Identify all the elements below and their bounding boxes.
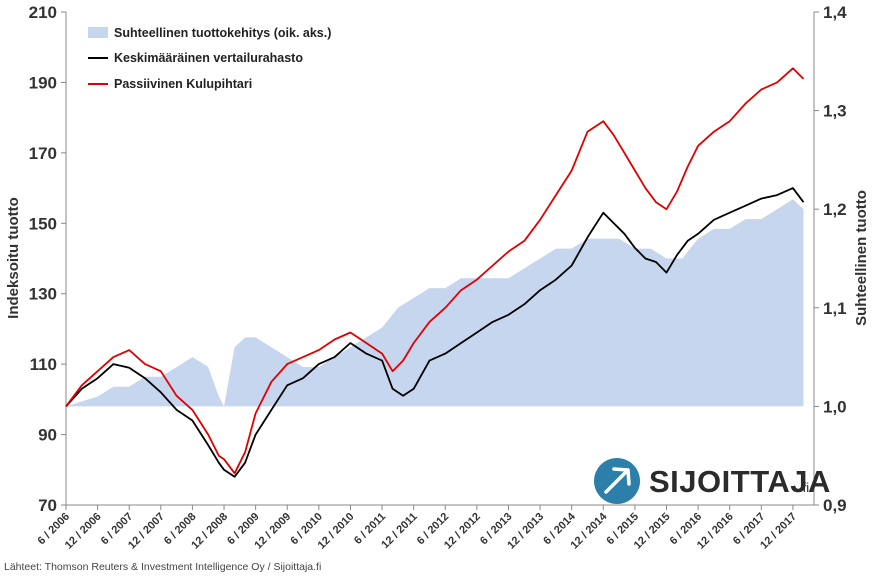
y-right-tick-label: 1,0 — [823, 397, 847, 416]
legend: Suhteellinen tuottokehitys (oik. aks.) K… — [88, 26, 331, 91]
y-right-tick-label: 1,3 — [823, 102, 847, 121]
sijoittaja-logo: SIJOITTAJA .fi — [594, 458, 831, 504]
series-area-relative — [66, 199, 804, 407]
y-right-tick-label: 1,1 — [823, 299, 847, 318]
logo-arrow-icon — [604, 469, 629, 494]
logo-suffix: .fi — [799, 480, 809, 495]
y-left-tick-label: 190 — [29, 73, 57, 92]
series-line-red — [65, 67, 805, 475]
y-left-tick-label: 90 — [38, 426, 57, 445]
legend-label-black: Keskimääräinen vertailurahasto — [114, 51, 303, 65]
legend-label-red: Passiivinen Kulupihtari — [114, 77, 252, 91]
y-left-tick-label: 70 — [38, 496, 57, 515]
y-right-tick-label: 1,4 — [823, 3, 847, 22]
source-text: Lähteet: Thomson Reuters & Investment In… — [4, 561, 321, 573]
y-left-tick-label: 110 — [30, 355, 57, 374]
y-left-tick-label: 210 — [29, 3, 57, 22]
legend-label-area: Suhteellinen tuottokehitys (oik. aks.) — [114, 26, 331, 40]
legend-swatch-area — [88, 27, 108, 38]
y-left-tick-label: 170 — [29, 144, 57, 163]
y-axis-left-title: Indeksoitu tuotto — [5, 197, 22, 319]
y-left-tick-label: 150 — [29, 214, 57, 233]
y-left-tick-label: 130 — [29, 285, 57, 304]
logo-arrow-head-icon — [612, 467, 631, 486]
y-axis-right-title: Suhteellinen tuotto — [853, 190, 870, 326]
lines-layer — [65, 67, 805, 478]
series-line-black — [65, 187, 805, 478]
axes-layer — [65, 12, 815, 506]
y-right-tick-label: 0,9 — [823, 496, 847, 515]
y-right-tick-label: 1,2 — [823, 200, 847, 219]
logo-text: SIJOITTAJA — [649, 464, 831, 499]
area-layer — [66, 199, 804, 407]
